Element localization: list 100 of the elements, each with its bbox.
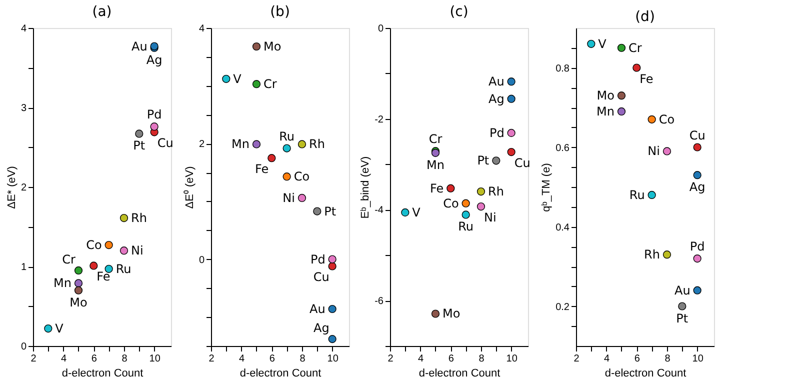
point — [617, 44, 626, 52]
y-tick-label: 0.8 — [556, 63, 570, 74]
y-tick-label: -6 — [374, 296, 384, 308]
annotation: Au — [309, 302, 326, 316]
x-tick-label: 10 — [506, 354, 518, 364]
point — [693, 143, 702, 152]
point — [135, 130, 144, 138]
point — [104, 240, 113, 250]
point — [431, 310, 440, 318]
point — [648, 190, 656, 199]
annotation: Cu — [514, 156, 530, 170]
point — [401, 208, 410, 216]
y-tick-label: 0.4 — [556, 222, 570, 234]
annotation: Pt — [676, 311, 688, 326]
y-axis-title: qᵇ_TM (e) — [540, 163, 553, 212]
y-tick-label: 2 — [198, 139, 205, 150]
point — [462, 199, 470, 208]
y-tick-label: -2 — [374, 114, 384, 126]
x-tick-label: 8 — [664, 354, 671, 364]
point — [328, 262, 336, 270]
point — [507, 128, 516, 137]
point — [693, 171, 702, 180]
annotation: Mn — [596, 104, 614, 118]
annotation: Rh — [308, 137, 325, 152]
annotation: Mo — [442, 306, 460, 321]
annotation: Ru — [279, 129, 295, 144]
point — [617, 92, 626, 100]
x-tick-label: 6 — [634, 354, 640, 364]
point — [476, 187, 486, 196]
annotation: Fe — [96, 270, 110, 284]
y-axis-title: Eᵇ_bind (eV) — [360, 156, 372, 219]
annotation: Pt — [133, 138, 146, 153]
point — [462, 210, 470, 219]
point — [268, 154, 276, 162]
annotation: Mn — [426, 158, 444, 172]
y-tick-label: 0 — [20, 342, 27, 352]
x-tick-label: 8 — [300, 354, 306, 364]
point — [507, 148, 516, 156]
point — [313, 207, 322, 216]
annotation: Mn — [54, 276, 72, 290]
annotation: Ag — [313, 321, 330, 336]
x-tick-label: 2 — [208, 354, 215, 364]
x-axis-title: d-electron Count — [604, 368, 686, 380]
x-tick-label: 10 — [149, 354, 161, 364]
x-tick-label: 8 — [478, 354, 485, 364]
annotation: Co — [294, 170, 310, 184]
annotation: Cu — [689, 128, 706, 142]
x-tick-label: 4 — [418, 354, 424, 364]
annotation: Au — [674, 283, 690, 298]
point — [662, 250, 672, 259]
point — [662, 147, 672, 156]
annotation: Cr — [62, 252, 76, 266]
point — [252, 42, 261, 51]
point — [587, 40, 596, 48]
annotation: Pd — [310, 252, 326, 266]
x-axis-title: d-electron Count — [62, 368, 144, 380]
annotation: Au — [488, 74, 504, 89]
annotation: Pt — [324, 204, 336, 218]
annotation: Mo — [263, 40, 282, 54]
annotation: Cr — [263, 77, 277, 92]
annotation: Co — [658, 112, 675, 126]
y-tick-label: 0.6 — [556, 142, 570, 154]
annotation: V — [233, 72, 242, 86]
annotation: Ru — [629, 188, 645, 202]
annotation: V — [412, 205, 422, 220]
point — [120, 214, 128, 222]
point — [298, 140, 306, 148]
point — [492, 156, 500, 165]
x-tick-label: 4 — [604, 354, 610, 364]
annotation: Cr — [428, 132, 442, 146]
annotation: V — [598, 36, 608, 51]
point — [328, 255, 336, 264]
annotation: Cr — [628, 40, 642, 55]
chart-title: (d) — [635, 9, 655, 25]
point — [476, 202, 486, 211]
x-tick-label: 4 — [61, 354, 68, 364]
annotation: Ni — [648, 144, 660, 158]
annotation: Co — [443, 196, 459, 210]
annotation: Mo — [70, 295, 88, 310]
annotation: Cu — [157, 136, 174, 150]
x-tick-label: 6 — [448, 354, 454, 364]
point — [693, 254, 702, 263]
annotation: Mo — [596, 88, 614, 103]
annotation: Au — [131, 39, 148, 54]
x-tick-label: 8 — [122, 354, 128, 364]
annotation: Co — [86, 238, 102, 252]
y-tick-label: 0 — [378, 24, 384, 34]
point — [150, 122, 158, 131]
point — [632, 64, 641, 72]
chart-title: (c) — [450, 4, 468, 20]
point — [617, 107, 626, 116]
y-axis-title: ΔE⁰ (eV) — [182, 166, 196, 209]
chart-title: (b) — [270, 4, 290, 20]
annotation: Mn — [232, 137, 250, 152]
annotation: Pd — [146, 108, 162, 122]
point — [678, 302, 686, 310]
x-tick-label: 6 — [91, 354, 98, 364]
annotation: Ni — [484, 210, 496, 225]
point — [120, 246, 128, 255]
point — [74, 286, 83, 294]
